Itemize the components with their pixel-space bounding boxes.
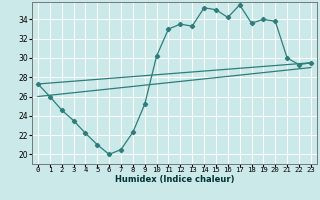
X-axis label: Humidex (Indice chaleur): Humidex (Indice chaleur): [115, 175, 234, 184]
